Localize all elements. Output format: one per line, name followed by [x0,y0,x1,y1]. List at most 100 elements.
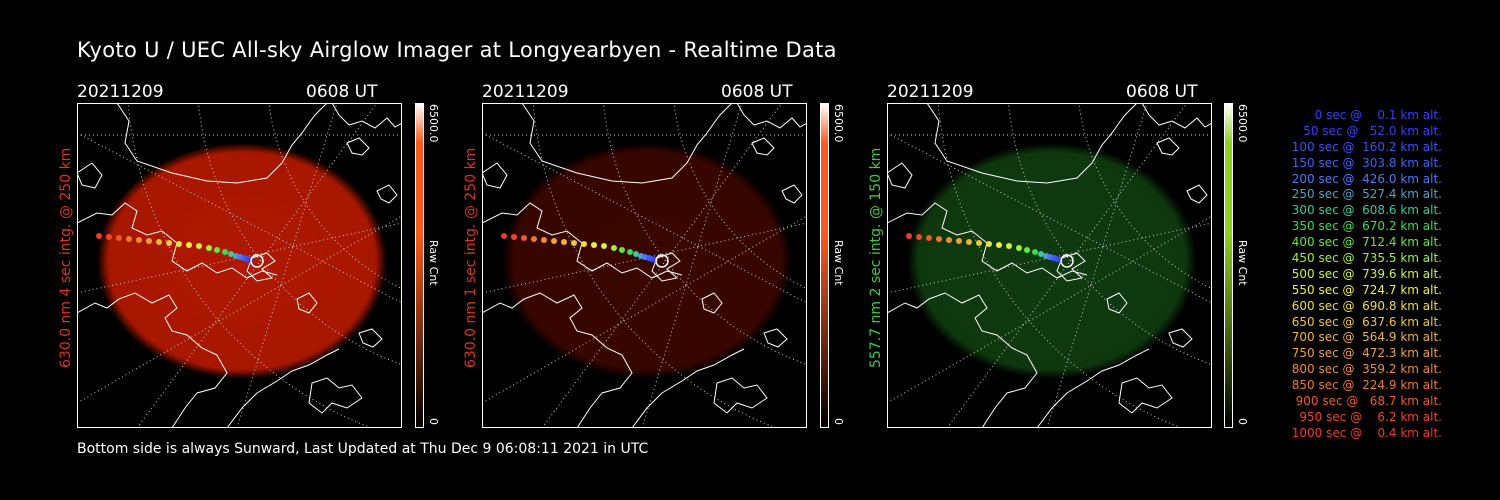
trajectory-point [156,239,162,245]
trajectory-point [541,237,547,243]
trajectory-point [946,237,952,243]
coastline [1056,252,1086,282]
airglow-image [502,143,792,379]
legend-row: 1000 sec @ 0.4 km alt. [1291,425,1442,440]
coastline [736,103,807,129]
coastline [308,377,363,414]
meridian-line [946,103,1188,428]
panel-1-map [77,103,402,428]
meridian-line [641,103,743,428]
coastline [77,162,103,189]
trajectory-point [501,233,507,239]
legend-row: 150 sec @ 303.8 km alt. [1287,155,1442,170]
legend-row: 450 sec @ 735.5 km alt. [1287,251,1442,266]
trajectory-point [551,238,557,244]
coastline [331,103,402,129]
airglow-image [97,143,387,379]
coastline [631,348,745,428]
legend-row: 650 sec @ 637.6 km alt. [1287,314,1442,329]
panel-3-colorbar-min: 0 [1236,418,1249,425]
panel-1-colorbar-max: 6500.0 [427,104,440,143]
trajectory-point [936,236,942,242]
coastline [482,292,633,428]
trajectory-point [96,233,102,239]
coastline [1186,184,1208,204]
legend-row: 550 sec @ 724.7 km alt. [1287,282,1442,297]
trajectory-point [106,234,112,240]
coastline [376,184,398,204]
coastline [651,252,681,282]
trajectory-point [611,245,617,251]
trajectory-point [186,242,192,248]
legend-row: 0 sec @ 0.1 km alt. [1303,108,1442,122]
trajectory-point [601,243,607,249]
trajectory-point [196,243,202,249]
coastline [1156,137,1180,156]
trajectory-point [531,236,537,242]
legend-row: 50 sec @ 52.0 km alt. [1295,123,1442,138]
coastline [1168,328,1193,348]
trajectory-point [996,242,1002,248]
panel-3-colorbar-unit: Raw Cnt [1236,240,1249,286]
panel-2-colorbar-min: 0 [832,418,845,425]
trajectory-point [1032,249,1038,255]
trajectory-point [228,251,234,257]
legend-row: 800 sec @ 359.2 km alt. [1287,362,1442,377]
trajectory-point [1016,245,1022,251]
panel-3-map [887,103,1212,428]
station-marker [1060,254,1074,268]
trajectory-point [126,236,132,242]
coastline [713,377,768,414]
legend-row: 750 sec @ 472.3 km alt. [1287,346,1442,361]
trajectory-point [956,238,962,244]
coastline [926,103,1138,184]
panel-2-time: 0608 UT [721,82,793,102]
station-marker [250,254,264,268]
trajectory-point [214,247,220,253]
coastline [1036,348,1150,428]
panel-1-label: 630.0 nm 4 sec intg. @ 250 km [58,147,74,368]
trajectory-point [561,239,567,245]
trajectory-point [906,233,912,239]
panel-3-date: 20211209 [887,82,974,102]
coastline [1118,377,1173,414]
coastline [887,292,1038,428]
panel-2-colorbar-unit: Raw Cnt [832,240,845,286]
panel-1-colorbar-min: 0 [427,418,440,425]
coastline [887,162,913,189]
coastline [781,184,803,204]
panel-1-time: 0608 UT [306,82,378,102]
coastline [226,348,340,428]
coastline [346,137,370,156]
legend-row: 500 sec @ 739.6 km alt. [1287,266,1442,281]
trajectory-point [619,247,625,253]
trajectory-point [627,249,633,255]
meridian-line [541,103,783,428]
coastline [296,292,318,314]
footer-note: Bottom side is always Sunward, Last Upda… [77,441,649,457]
coastline [751,137,775,156]
meridian-line [236,103,338,428]
coastline [116,103,328,184]
legend-row: 700 sec @ 564.9 km alt. [1287,330,1442,345]
panel-1-colorbar-unit: Raw Cnt [427,240,440,286]
map-frame [77,103,402,428]
map-frame [887,103,1212,428]
panel-1-date: 20211209 [77,82,164,102]
trajectory-point [571,240,577,246]
legend-row: 600 sec @ 690.8 km alt. [1287,298,1442,313]
coastline [246,252,276,282]
page-title: Kyoto U / UEC All-sky Airglow Imager at … [77,38,837,62]
coastline [1141,103,1212,129]
coastline [521,103,733,184]
trajectory-point [976,240,982,246]
trajectory-point [591,242,597,248]
trajectory-point [926,235,932,241]
panel-3-colorbar-max: 6500.0 [1236,104,1249,143]
legend-row: 950 sec @ 6.2 km alt. [1295,409,1442,424]
coastline [77,292,228,428]
panel-1-colorbar [415,103,424,428]
coastline [358,328,383,348]
legend-row: 400 sec @ 712.4 km alt. [1287,235,1442,250]
meridian-line [1046,103,1148,428]
